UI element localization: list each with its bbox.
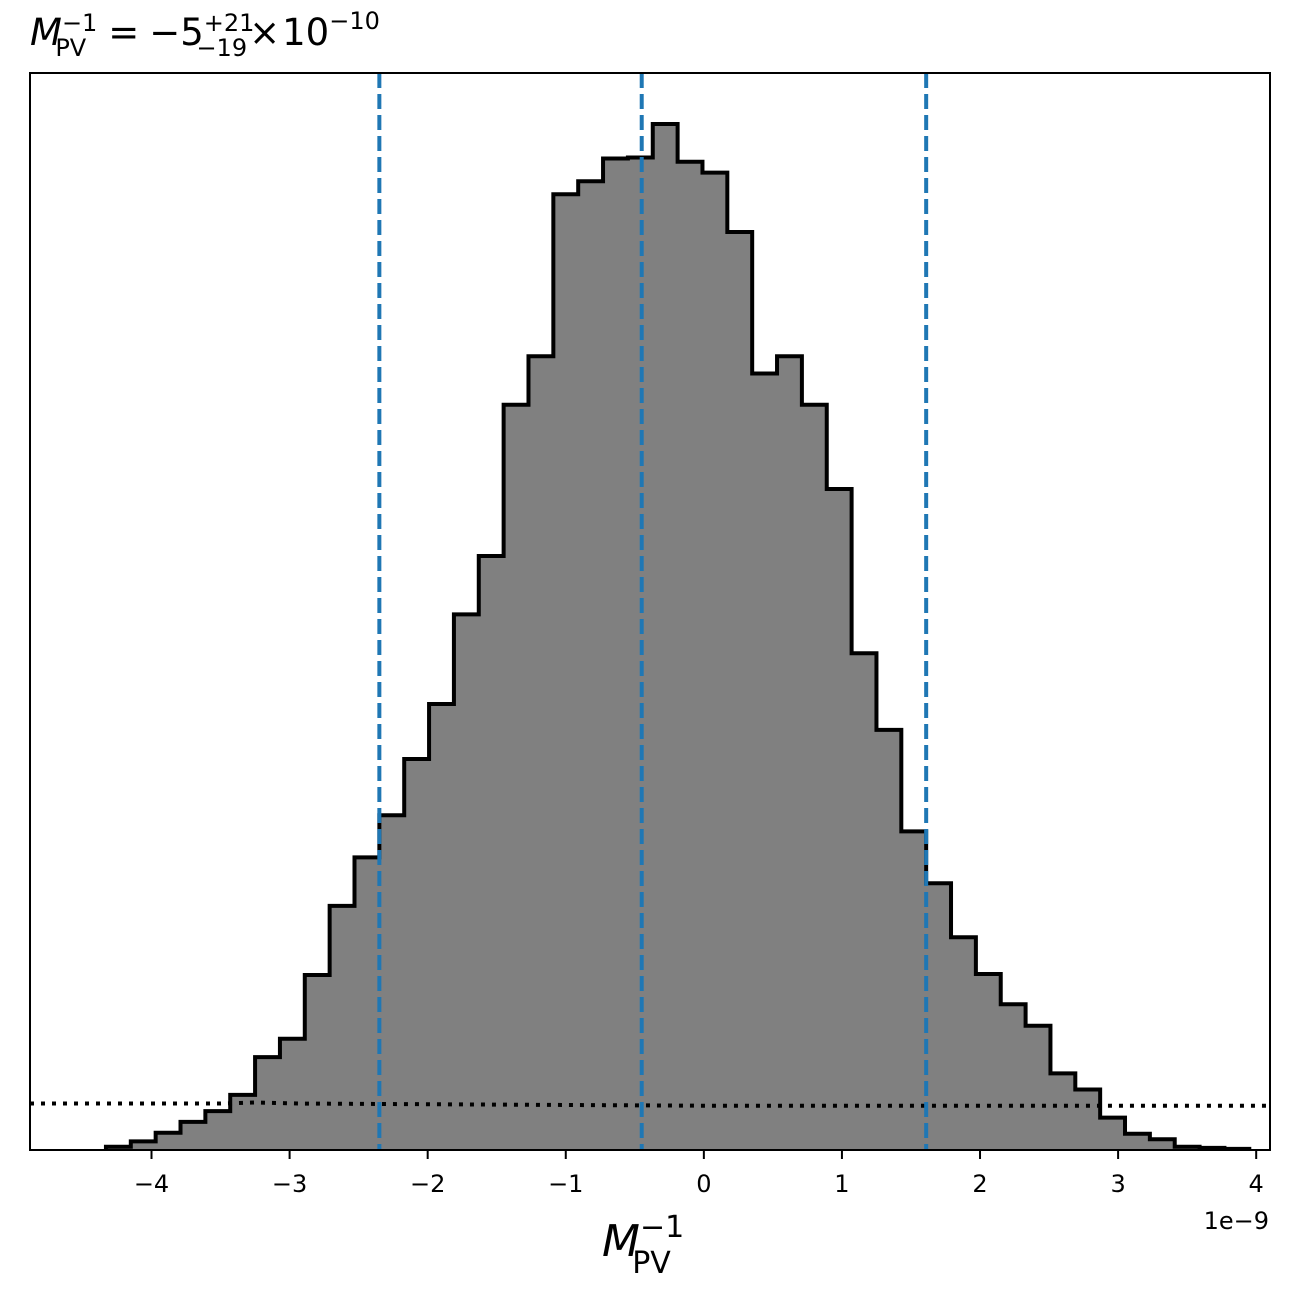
plot-frame [29,72,1271,1151]
histogram-bar [926,883,952,1150]
histogram-bar [130,1141,157,1150]
histogram-bar [826,489,853,1150]
histogram-bar [578,181,604,1151]
histogram-bar [901,831,927,1150]
x-tick-label: 4 [1249,1170,1264,1198]
histogram-bar [279,1038,306,1150]
histogram-bar [702,172,728,1151]
x-axis-label: M−1 PV [602,1210,684,1281]
histogram-bar [876,729,902,1150]
histogram-bar [652,124,679,1150]
x-tick-label: −1 [548,1170,583,1198]
histogram-bar [180,1121,206,1150]
histogram-bar [255,1057,281,1150]
histogram-bar [503,404,529,1150]
x-tick-label: 1 [834,1170,849,1198]
histogram-bar [1125,1133,1151,1150]
histogram-bars [103,122,1252,1151]
chart-title: M−1 PV = −5+21 −19×10−10 [30,7,380,62]
histogram-bar [155,1132,182,1150]
histogram-bar [429,703,455,1150]
histogram-bar [975,973,1002,1150]
histogram-bar [603,158,629,1150]
histogram-bar [528,356,554,1150]
histogram-bar [1025,1025,1051,1150]
histogram-bar [851,653,877,1150]
histogram-bar [404,759,430,1150]
x-axis-ticks: −4 −3 −2 −1 0 1 2 3 4 [134,1150,1264,1198]
histogram-bar [478,556,505,1150]
histogram-bar [677,161,703,1151]
histogram-bar [752,373,778,1151]
x-tick-label: −4 [134,1170,169,1198]
histogram-bar [354,857,380,1150]
histogram-bar [205,1111,231,1150]
histogram-outline [103,122,1252,1151]
histogram-bar [951,937,977,1150]
histogram-bar [777,356,803,1150]
histogram-bar [727,232,753,1150]
histogram-bar [304,975,331,1150]
histogram-bar [329,905,355,1150]
x-tick-label: −2 [410,1170,445,1198]
histogram-bar [553,194,579,1150]
x-tick-label: −3 [272,1170,307,1198]
x-tick-label: 3 [1110,1170,1125,1198]
histogram-bar [1075,1089,1101,1150]
histogram-bar [1100,1117,1126,1150]
histogram-bar [1000,1004,1027,1150]
x-offset-text: 1e−9 [1204,1207,1269,1235]
x-tick-label: 2 [972,1170,987,1198]
histogram-bar [1149,1139,1176,1150]
x-tick-label: 0 [696,1170,711,1198]
prior-dotted-line [30,1100,1270,1108]
histogram-bar [379,815,405,1150]
prior-line [30,1100,1270,1108]
histogram-bar [801,404,828,1150]
histogram-bar [1050,1073,1076,1150]
histogram-bar [453,614,480,1150]
quantile-lines [377,73,929,1150]
